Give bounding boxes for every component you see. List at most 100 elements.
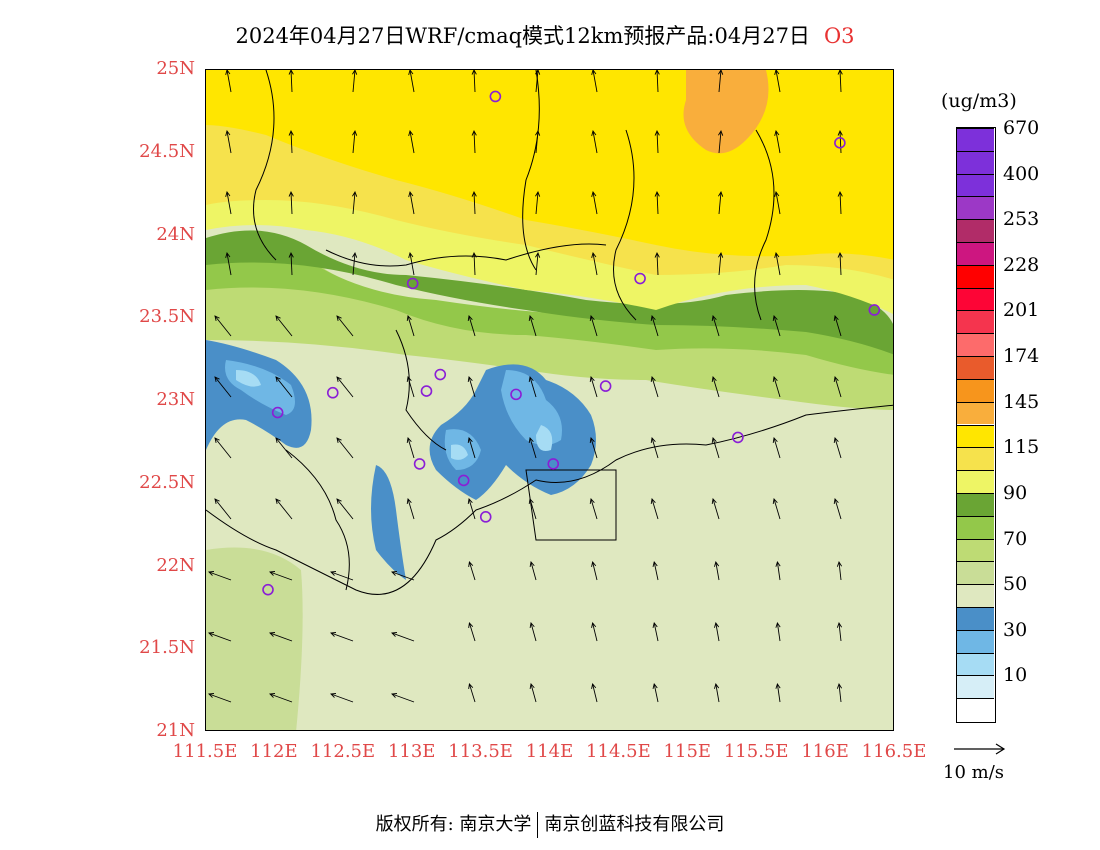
wind-vector xyxy=(651,376,659,398)
wind-arrowhead xyxy=(589,315,595,322)
wind-arrowhead xyxy=(774,129,780,136)
concentration-band-20 xyxy=(536,425,553,451)
wind-arrowhead xyxy=(269,632,276,637)
wind-arrowhead xyxy=(208,632,215,637)
wind-vector xyxy=(773,498,781,520)
wind-arrowhead xyxy=(391,693,398,698)
wind-vector xyxy=(775,70,781,93)
concentration-band-40 xyxy=(371,465,406,580)
wind-vector xyxy=(592,191,598,215)
wind-arrowhead xyxy=(836,682,843,689)
wind-arrowhead xyxy=(591,621,597,628)
wind-vector xyxy=(290,70,293,93)
wind-vector xyxy=(592,561,598,581)
wind-vector xyxy=(352,130,356,154)
wind-arrowhead xyxy=(775,682,781,689)
wind-vector xyxy=(590,498,598,520)
wind-arrowhead xyxy=(288,129,294,136)
wind-arrowhead xyxy=(336,498,342,504)
wind-arrowhead xyxy=(652,682,658,689)
wind-arrowhead xyxy=(654,190,660,197)
legend-color-swatch xyxy=(957,128,994,151)
wind-vector xyxy=(269,693,293,703)
wind-vector xyxy=(208,571,232,581)
wind-arrowhead xyxy=(591,682,597,689)
legend-value-label: 115 xyxy=(1003,436,1040,459)
wind-arrowhead xyxy=(714,682,720,689)
wind-arrowhead xyxy=(275,376,281,382)
wind-arrowhead xyxy=(391,632,398,637)
wind-vector xyxy=(656,191,659,215)
wind-arrowhead xyxy=(471,190,477,197)
wind-arrowhead xyxy=(467,376,473,383)
wind-vector xyxy=(775,191,781,215)
wind-vector xyxy=(535,252,539,276)
legend-color-swatch xyxy=(957,219,994,243)
legend-unit: (ug/m3) xyxy=(941,90,1017,112)
wind-arrowhead xyxy=(468,561,474,568)
wind-vectors xyxy=(208,70,843,703)
wind-vector xyxy=(468,683,476,703)
wind-arrowhead xyxy=(208,693,215,698)
station-marker-icon xyxy=(262,583,274,596)
wind-vector xyxy=(712,437,720,459)
wind-vector xyxy=(407,315,415,337)
station-marker-icon xyxy=(634,272,646,285)
wind-vector xyxy=(391,632,415,642)
legend-color-swatch xyxy=(957,333,994,357)
wind-vector xyxy=(275,498,293,520)
legend-color-swatch xyxy=(957,698,994,721)
wind-arrowhead xyxy=(214,315,220,321)
wind-arrowhead xyxy=(837,129,843,136)
wind-arrowhead xyxy=(589,437,595,444)
wind-vector xyxy=(834,437,842,459)
wind-arrowhead xyxy=(711,315,717,322)
station-marker-icon xyxy=(413,458,426,470)
wind-vector xyxy=(391,571,415,581)
wind-arrowhead xyxy=(330,571,337,576)
wind-arrowhead xyxy=(718,190,724,197)
wind-vector xyxy=(592,622,598,642)
wind-arrowhead xyxy=(288,190,294,197)
legend-color-swatch xyxy=(957,538,994,562)
legend-value-label: 30 xyxy=(1003,618,1028,641)
wind-arrowhead xyxy=(591,251,597,258)
longitude-tick-label: 112E xyxy=(250,741,298,762)
wind-arrowhead xyxy=(652,621,658,628)
wind-arrowhead xyxy=(408,129,414,136)
wind-vector xyxy=(656,70,659,93)
wind-vector xyxy=(530,561,537,581)
wind-vector xyxy=(839,130,842,154)
wind-vector xyxy=(214,498,232,520)
wind-arrowhead xyxy=(352,129,358,136)
wind-vector xyxy=(535,130,539,154)
wind-arrowhead xyxy=(529,622,535,629)
station-marker-icon xyxy=(457,474,470,487)
legend-color-swatch xyxy=(957,401,994,425)
wind-vector xyxy=(336,498,354,520)
legend-value-label: 400 xyxy=(1003,162,1040,185)
wind-vector xyxy=(330,571,354,581)
wind-vector xyxy=(330,632,354,642)
wind-vector xyxy=(226,252,232,276)
station-marker-icon xyxy=(479,511,492,523)
wind-vector xyxy=(269,632,293,642)
wind-vector xyxy=(590,376,598,398)
wind-arrowhead xyxy=(774,251,780,258)
wind-vector xyxy=(409,252,415,276)
legend-color-swatch xyxy=(957,287,994,311)
wind-arrowhead xyxy=(352,251,358,258)
wind-arrowhead xyxy=(471,70,477,75)
wind-vector xyxy=(773,437,781,459)
wind-arrowhead xyxy=(535,70,541,75)
wind-arrowhead xyxy=(528,376,534,383)
wind-arrowhead xyxy=(654,70,660,75)
wind-arrowhead xyxy=(408,190,414,197)
wind-vector xyxy=(407,437,415,459)
wind-arrowhead xyxy=(774,190,780,197)
wind-arrowhead xyxy=(774,70,780,75)
wind-arrowhead xyxy=(711,437,717,444)
legend-value-label: 70 xyxy=(1003,527,1028,550)
wind-arrowhead xyxy=(711,376,717,383)
wind-arrowhead xyxy=(468,683,474,690)
